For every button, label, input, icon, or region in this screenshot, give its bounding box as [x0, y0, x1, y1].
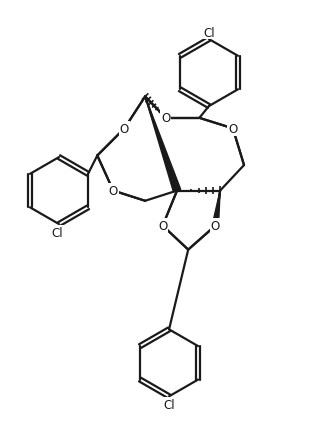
Text: O: O: [161, 112, 170, 125]
Text: O: O: [158, 220, 167, 233]
Polygon shape: [145, 97, 181, 192]
Text: Cl: Cl: [52, 226, 63, 239]
Text: O: O: [228, 123, 237, 135]
Text: Cl: Cl: [203, 27, 215, 40]
Text: O: O: [211, 220, 220, 233]
Polygon shape: [212, 191, 220, 227]
Text: O: O: [109, 184, 118, 198]
Text: Cl: Cl: [163, 398, 175, 411]
Text: O: O: [120, 123, 129, 135]
